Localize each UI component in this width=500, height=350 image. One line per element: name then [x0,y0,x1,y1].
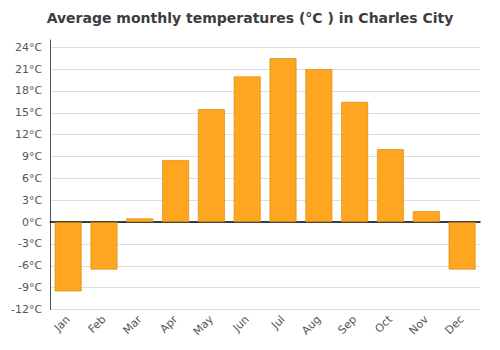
svg-text:Oct: Oct [372,312,395,335]
svg-text:6°C: 6°C [22,172,42,185]
svg-text:-9°C: -9°C [18,281,42,294]
svg-text:21°C: 21°C [15,63,42,76]
svg-text:Mar: Mar [121,313,145,337]
svg-text:3°C: 3°C [22,194,42,207]
svg-text:12°C: 12°C [15,128,42,141]
svg-text:Average monthly temperatures (: Average monthly temperatures (°C ) in Ch… [47,10,454,26]
svg-text:9°C: 9°C [22,150,42,163]
svg-text:Jun: Jun [230,313,252,335]
svg-text:Sep: Sep [335,313,359,337]
svg-text:0°C: 0°C [22,216,42,229]
svg-text:Feb: Feb [86,313,109,336]
svg-text:Aug: Aug [299,313,323,337]
svg-text:Jul: Jul [268,313,287,332]
svg-text:Jan: Jan [51,313,73,335]
svg-text:24°C: 24°C [15,41,42,54]
svg-text:Nov: Nov [407,313,432,338]
svg-text:-3°C: -3°C [18,237,42,250]
svg-text:-12°C: -12°C [11,303,42,316]
svg-text:May: May [191,313,217,339]
svg-text:15°C: 15°C [15,106,42,119]
svg-text:Dec: Dec [442,313,466,337]
svg-text:Apr: Apr [158,313,181,336]
svg-text:-6°C: -6°C [18,259,42,272]
svg-text:18°C: 18°C [15,84,42,97]
